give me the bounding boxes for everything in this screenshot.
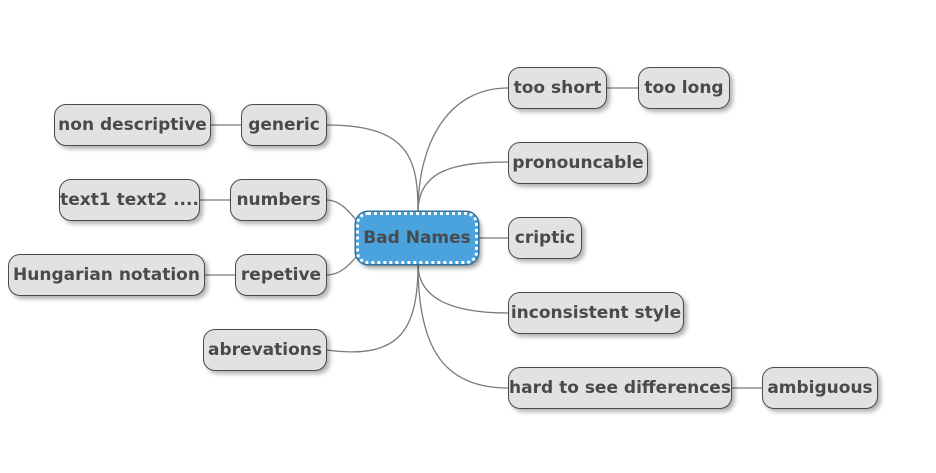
node-abrevations: abrevations (203, 329, 327, 371)
node-ambiguous: ambiguous (762, 367, 878, 409)
edge-root-repetive (326, 251, 361, 276)
node-inconsistent-style: inconsistent style (508, 292, 684, 334)
node-too-short: too short (508, 67, 607, 109)
node-repetive: repetive (235, 254, 327, 296)
edge-root-too-short (417, 87, 509, 213)
edge-root-hard-to-see (417, 263, 509, 389)
edge-root-inconsistent-style (417, 263, 509, 314)
node-non-descriptive: non descriptive (54, 104, 211, 146)
node-too-long: too long (638, 67, 730, 109)
root-node: Bad Names (356, 212, 478, 264)
node-numbers: numbers (230, 179, 327, 221)
node-text1-text2: text1 text2 .... (59, 179, 200, 221)
edge-root-generic (326, 124, 419, 213)
edge-root-abrevations (326, 263, 419, 353)
node-generic: generic (241, 104, 327, 146)
node-hard-to-see-differences: hard to see differences (508, 367, 732, 409)
node-criptic: criptic (508, 217, 582, 259)
node-hungarian-notation: Hungarian notation (8, 254, 205, 296)
node-pronouncable: pronouncable (508, 142, 648, 184)
edge-root-pronouncable (417, 161, 509, 213)
edge-root-numbers (326, 199, 361, 226)
